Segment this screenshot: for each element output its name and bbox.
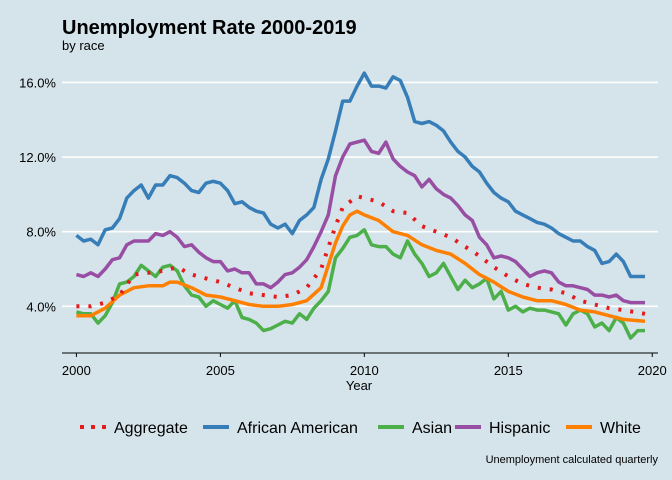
y-tick-label: 4.0% xyxy=(26,299,56,314)
series-lines xyxy=(75,71,646,340)
legend-label: African American xyxy=(237,420,358,437)
y-axis-ticks: 4.0% 8.0% 12.0% 16.0% xyxy=(19,75,56,314)
x-axis-ticks: 2000 2005 2010 2015 2020 xyxy=(62,353,667,378)
y-tick-label: 12.0% xyxy=(19,150,56,165)
chart-caption: Unemployment calculated quarterly xyxy=(486,454,659,466)
y-tick-label: 8.0% xyxy=(26,225,56,240)
series-line-aggregate xyxy=(76,194,646,316)
chart-title: Unemployment Rate 2000-2019 xyxy=(62,17,357,39)
x-tick-label: 2015 xyxy=(494,363,523,378)
legend-label: White xyxy=(600,420,641,437)
x-tick-label: 2020 xyxy=(638,363,667,378)
x-tick-label: 2010 xyxy=(350,363,379,378)
series-line-african-american xyxy=(75,71,645,279)
y-tick-label: 16.0% xyxy=(19,75,56,90)
legend-label: Aggregate xyxy=(114,420,188,437)
legend-label: Asian xyxy=(412,420,452,437)
series-line-white xyxy=(76,209,646,324)
series-line-hispanic xyxy=(75,138,645,305)
legend-label: Hispanic xyxy=(489,420,550,437)
legend: Aggregate African American Asian Hispanic Wh… xyxy=(80,420,641,437)
x-axis-label: Year xyxy=(346,378,373,393)
x-tick-label: 2005 xyxy=(206,363,235,378)
x-tick-label: 2000 xyxy=(62,363,91,378)
series-line-asian xyxy=(75,228,645,340)
chart-subtitle: by race xyxy=(62,38,105,53)
